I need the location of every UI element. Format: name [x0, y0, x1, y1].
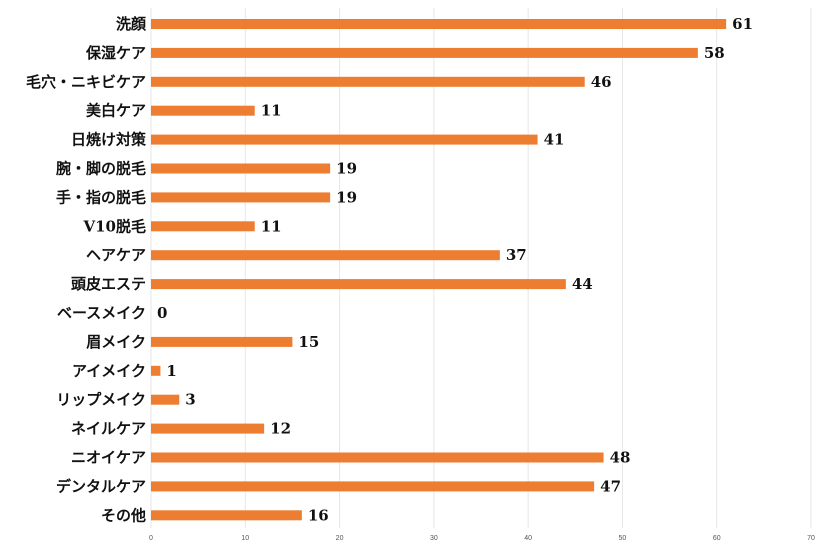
bar	[151, 221, 255, 232]
category-label: 日焼け対策	[71, 131, 147, 149]
bar	[151, 279, 566, 290]
data-label: 0	[157, 304, 167, 322]
data-label: 46	[591, 73, 612, 91]
category-label: 腕・脚の脱毛	[56, 160, 146, 178]
bar	[151, 452, 604, 463]
data-label: 19	[336, 160, 357, 178]
x-tick-label: 30	[430, 535, 438, 542]
x-tick-label: 0	[149, 535, 153, 542]
category-label: ニオイケア	[71, 449, 146, 467]
category-label: 頭皮エステ	[71, 275, 146, 293]
bar	[151, 47, 698, 58]
category-label: アイメイク	[72, 362, 146, 380]
data-label: 16	[308, 506, 329, 524]
value-labels: 61 58 46 11 41 19 19 11 37 44 0 15 13 12 48 47 16	[157, 15, 753, 524]
category-label: 保湿ケア	[85, 44, 146, 62]
category-label: ネイルケア	[71, 420, 146, 438]
bar	[151, 481, 595, 492]
bar	[151, 365, 161, 376]
data-label: 15	[298, 333, 319, 351]
x-tick-label: 60	[713, 535, 721, 542]
data-label: 3	[185, 391, 195, 409]
data-label: 37	[506, 246, 527, 264]
bar	[151, 105, 255, 116]
bar	[151, 19, 727, 29]
x-tick-label: 20	[336, 535, 344, 542]
category-label: V10脱毛	[82, 217, 146, 235]
data-label: 1	[166, 362, 176, 380]
data-label: 11	[261, 217, 282, 235]
category-label: 美白ケア	[86, 102, 146, 120]
category-label: リップメイク	[56, 391, 146, 409]
category-label: 洗顔	[116, 15, 147, 33]
data-label: 41	[544, 131, 565, 149]
bar	[151, 250, 500, 261]
bars	[151, 19, 727, 521]
bar	[151, 510, 302, 521]
bar	[151, 394, 180, 405]
bar	[151, 134, 538, 145]
bar	[151, 163, 331, 174]
x-tick-label: 50	[619, 535, 627, 542]
bar	[151, 423, 265, 434]
gridlines	[150, 8, 812, 528]
data-label: 47	[600, 477, 621, 495]
category-label: 眉メイク	[86, 333, 146, 351]
x-tick-label: 70	[807, 535, 815, 542]
data-label: 11	[261, 102, 282, 120]
category-label: デンタルケア	[56, 477, 146, 495]
data-label: 12	[270, 420, 291, 438]
category-label: ヘアケア	[86, 246, 146, 264]
data-label: 61	[732, 15, 753, 33]
bar	[151, 192, 331, 203]
x-axis-ticks: 0 10 20 30 40 50 60 70	[149, 535, 815, 542]
category-label: 毛穴・ニキビケア	[26, 73, 146, 91]
data-label: 44	[572, 275, 593, 293]
bar	[151, 336, 293, 347]
category-label: その他	[101, 506, 146, 524]
x-tick-label: 10	[241, 535, 249, 542]
x-tick-label: 40	[524, 535, 532, 542]
category-label: ベースメイク	[57, 304, 146, 322]
category-label: 手・指の脱毛	[56, 188, 146, 206]
data-label: 19	[336, 188, 357, 206]
data-label: 48	[610, 449, 631, 467]
data-label: 58	[704, 44, 725, 62]
bar	[151, 76, 585, 87]
